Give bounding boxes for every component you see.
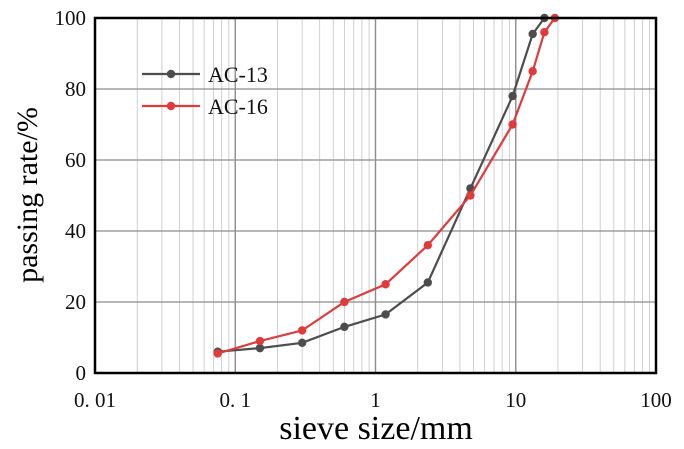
y-tick-label: 60: [65, 148, 86, 172]
data-point: [381, 280, 390, 289]
data-point: [381, 310, 390, 319]
series-line-0: [217, 17, 546, 353]
data-point: [528, 29, 537, 39]
data-point: [423, 241, 433, 250]
data-point: [423, 278, 433, 287]
y-axis-title: passing rate/%: [11, 107, 44, 283]
y-tick-label: 0: [76, 361, 87, 385]
x-tick-label: 0. 1: [220, 388, 252, 412]
data-point: [297, 326, 307, 335]
plot-frame: [93, 16, 658, 375]
data-point: [340, 297, 349, 307]
legend-label: AC-16: [208, 94, 268, 119]
y-tick-label: 20: [65, 290, 86, 314]
data-point: [255, 336, 265, 346]
x-tick-label: 1: [370, 388, 381, 412]
legend-swatch-marker: [166, 69, 176, 79]
y-tick-label: 100: [55, 6, 87, 30]
x-tick-label: 10: [505, 388, 526, 412]
tick-labels: 0 20 40 60 80 100 0. 01 0. 1 1 10 100: [55, 6, 672, 412]
x-axis-title: sieve size/mm: [279, 410, 473, 447]
x-tick-label: 0. 01: [74, 388, 116, 412]
data-point: [508, 91, 517, 101]
data-point: [540, 28, 549, 37]
data-point: [297, 338, 307, 348]
data-point: [466, 191, 475, 200]
legend: AC-13 AC-16: [142, 62, 268, 119]
data-point: [255, 343, 265, 353]
grid: [95, 18, 656, 373]
data-point: [340, 322, 349, 332]
data-point: [213, 349, 222, 358]
legend-label: AC-13: [208, 62, 268, 87]
legend-swatch-marker: [166, 101, 176, 111]
y-tick-label: 80: [65, 77, 86, 101]
series-line-1: [217, 17, 556, 355]
y-tick-label: 40: [65, 219, 86, 243]
data-point: [528, 67, 537, 76]
x-tick-label: 100: [640, 388, 672, 412]
data-point: [508, 120, 517, 129]
